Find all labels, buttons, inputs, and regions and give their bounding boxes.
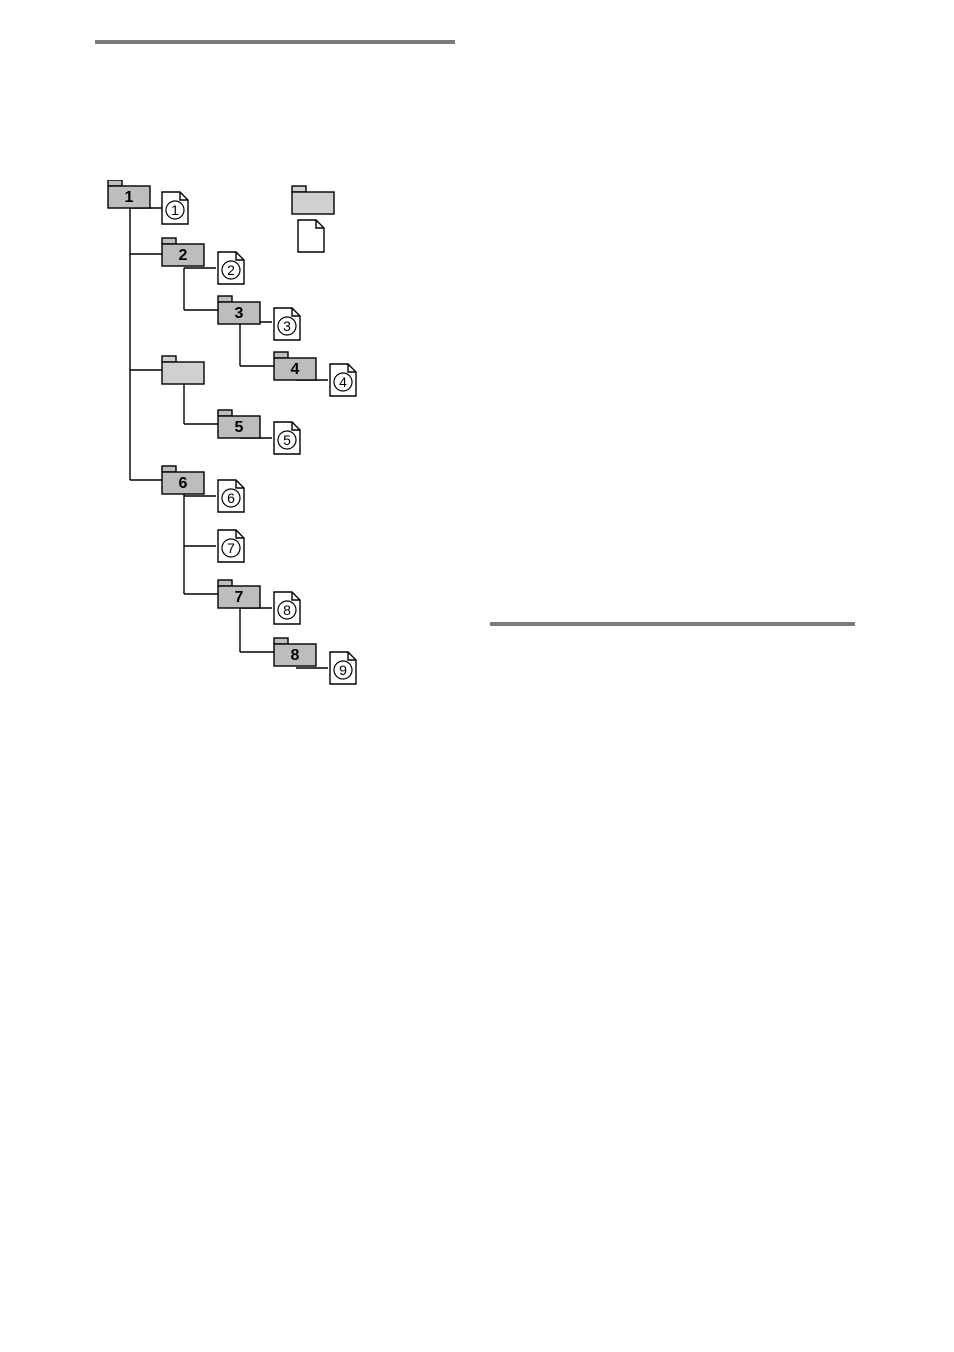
file-9: 9 <box>330 652 356 684</box>
file-number: 8 <box>283 602 291 618</box>
folder-unlabelled <box>162 356 204 384</box>
file-4: 4 <box>330 364 356 396</box>
folder-1: 1 <box>108 180 150 208</box>
folder-label: 2 <box>179 247 188 264</box>
file-3: 3 <box>274 308 300 340</box>
file-number: 2 <box>227 262 235 278</box>
top-rule <box>95 40 455 44</box>
folder-3: 3 <box>218 296 260 324</box>
file-2: 2 <box>218 252 244 284</box>
folder-label: 1 <box>125 189 134 206</box>
folder-tree-diagram: 1 2 3 4 5 6 7 8 1 2 3 4 5 6 7 8 9 <box>100 180 460 700</box>
folder-4: 4 <box>274 352 316 380</box>
folder-8: 8 <box>274 638 316 666</box>
folder-7: 7 <box>218 580 260 608</box>
folder-6: 6 <box>162 466 204 494</box>
file-number: 5 <box>283 432 291 448</box>
folder-label: 6 <box>179 475 188 492</box>
legend <box>292 186 334 252</box>
file-number: 9 <box>339 662 347 678</box>
file-6: 6 <box>218 480 244 512</box>
file-number: 4 <box>339 374 347 390</box>
folder-label: 3 <box>235 305 244 322</box>
file-5: 5 <box>274 422 300 454</box>
file-number: 3 <box>283 318 291 334</box>
folder-label: 5 <box>235 419 244 436</box>
file-7: 7 <box>218 530 244 562</box>
file-number: 7 <box>227 540 235 556</box>
legend-file-icon <box>298 220 324 252</box>
folder-label: 8 <box>291 647 300 664</box>
file-number: 1 <box>171 202 179 218</box>
folder-5: 5 <box>218 410 260 438</box>
lower-rule <box>490 622 855 626</box>
file-8: 8 <box>274 592 300 624</box>
file-number: 6 <box>227 490 235 506</box>
file-1: 1 <box>162 192 188 224</box>
folder-2: 2 <box>162 238 204 266</box>
legend-folder-icon <box>292 186 334 214</box>
folder-label: 7 <box>235 589 244 606</box>
folder-label: 4 <box>291 361 300 378</box>
